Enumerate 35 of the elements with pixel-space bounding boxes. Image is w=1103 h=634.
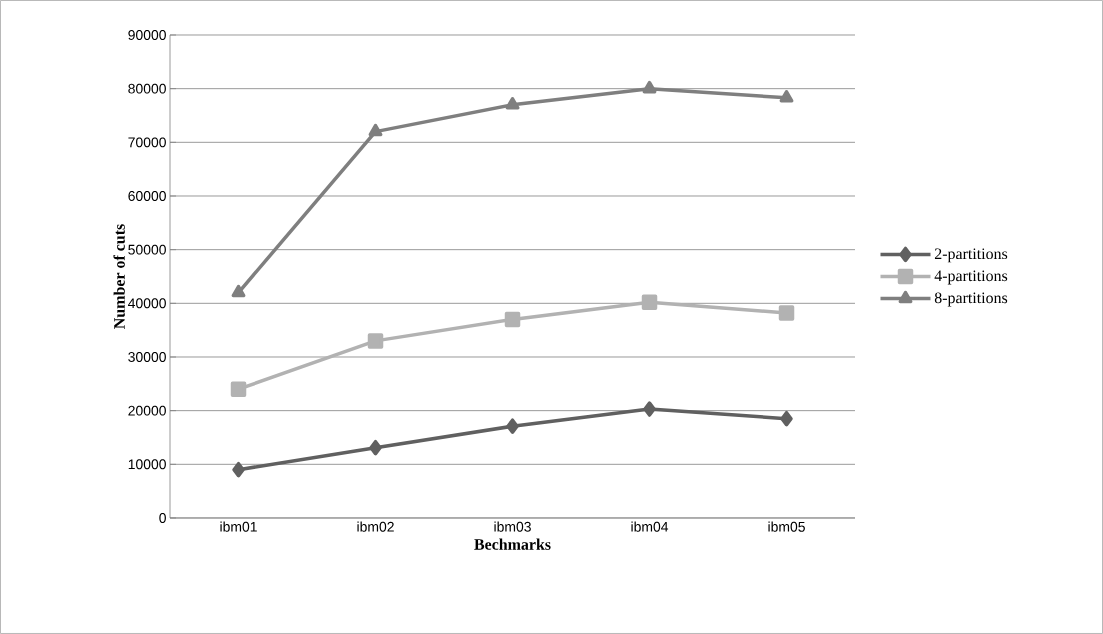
point <box>367 333 384 349</box>
point <box>641 294 658 310</box>
point <box>504 311 521 328</box>
x-tick-label: ibm02 <box>357 521 394 532</box>
y-tick-label: 60000 <box>128 191 166 201</box>
y-tick-label: 70000 <box>128 137 166 148</box>
point <box>369 439 382 456</box>
x-tick-label: ibm01 <box>220 521 257 532</box>
y-tick-label: 90000 <box>128 30 166 40</box>
point <box>642 80 657 94</box>
x-axis-title: Bechmarks <box>474 538 551 550</box>
point <box>232 461 245 478</box>
point <box>643 401 656 417</box>
x-tick-label: ibm04 <box>631 521 669 532</box>
y-tick-label: 10000 <box>128 459 166 470</box>
point <box>368 123 383 137</box>
point <box>780 410 793 427</box>
x-tick-label: ibm05 <box>768 521 805 532</box>
legend-label: 8-partitions <box>934 292 1008 307</box>
legend-label: 2-partitions <box>934 248 1008 263</box>
point <box>506 418 519 434</box>
point <box>230 381 247 397</box>
point <box>779 90 794 103</box>
x-tick-label: ibm03 <box>494 521 531 532</box>
point <box>778 305 795 321</box>
y-tick-label: 40000 <box>128 298 166 309</box>
legend-label: 4-partitions <box>934 270 1008 285</box>
y-tick-label: 30000 <box>128 352 166 362</box>
y-tick-label: 0 <box>159 513 166 523</box>
y-tick-label: 50000 <box>128 244 166 255</box>
point <box>505 97 520 110</box>
point <box>231 284 246 298</box>
y-tick-label: 80000 <box>128 83 166 94</box>
y-axis-title: Number of cuts <box>113 224 125 329</box>
y-tick-label: 20000 <box>128 405 166 416</box>
